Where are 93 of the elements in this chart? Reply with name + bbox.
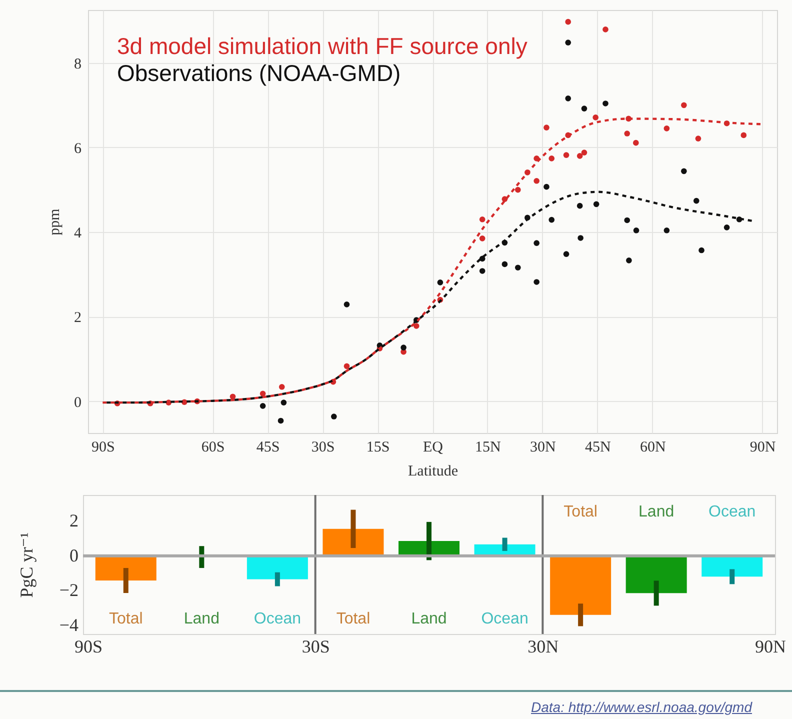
y-axis-title: ppm (47, 208, 63, 236)
point (278, 384, 285, 390)
y-tick-label: 6 (74, 140, 82, 157)
y-axis-title: PgC yr⁻¹ (16, 532, 36, 598)
point (544, 184, 550, 190)
x-tick-label: 45S (256, 440, 280, 456)
x-tick-label: 30S (302, 636, 330, 656)
x-tick-label: 90S (74, 636, 103, 656)
y-tick-label: 4 (74, 226, 82, 242)
text: Data: http://www.esrl.noaa.gov/gmd (531, 699, 752, 715)
x-tick-label: 60N (640, 440, 666, 456)
y-tick-label: 0 (70, 545, 78, 566)
bar (550, 556, 612, 615)
point (563, 152, 570, 158)
point (724, 224, 730, 230)
x-axis-title: Latitude (408, 464, 458, 480)
point (344, 302, 350, 308)
point (576, 153, 583, 159)
y-tick-label: 0 (74, 394, 82, 411)
point (548, 216, 555, 223)
point (548, 156, 555, 162)
point (626, 258, 632, 264)
point (602, 26, 608, 32)
y-tick-label: 2 (74, 310, 82, 326)
point (576, 202, 583, 209)
point (632, 140, 639, 146)
y-tick-label: 8 (74, 56, 82, 72)
point (534, 279, 540, 285)
x-tick-label: 15N (475, 440, 502, 456)
point (740, 132, 747, 138)
point (565, 96, 572, 102)
x-tick-label: 30S (311, 440, 335, 456)
text: Land (411, 610, 447, 628)
point (479, 236, 486, 242)
text: Ocean (708, 504, 756, 521)
x-tick-label: EQ (423, 440, 444, 456)
point (344, 363, 350, 370)
point (534, 178, 540, 184)
point (565, 40, 572, 46)
text: Observations (NOAA-GMD) (117, 60, 401, 86)
point (581, 106, 588, 112)
point (534, 240, 540, 246)
text: Total (336, 610, 370, 628)
point (437, 280, 444, 286)
point (544, 124, 550, 131)
point (695, 136, 702, 142)
x-tick-label: 60S (201, 440, 225, 456)
point (624, 130, 630, 136)
point (514, 186, 521, 193)
point (664, 126, 670, 132)
x-tick-label: 30N (530, 440, 556, 456)
point (278, 418, 284, 424)
point (260, 390, 266, 397)
point (624, 217, 630, 224)
x-tick-label: 45N (585, 440, 611, 456)
point (413, 323, 420, 329)
text: Land (184, 610, 220, 628)
point (633, 227, 640, 234)
y-tick-label: 2 (70, 510, 78, 531)
x-tick-label: 15S (366, 440, 390, 456)
point (664, 227, 670, 234)
x-tick-label: 30N (528, 636, 559, 656)
x-tick-label: 90S (91, 440, 115, 456)
x-tick-label: 90N (750, 440, 776, 456)
text: Total (564, 504, 598, 521)
point (479, 216, 486, 222)
point (593, 201, 600, 208)
text: Land (638, 504, 674, 521)
x-tick-label: 90N (755, 636, 786, 656)
text: Ocean (481, 610, 528, 628)
point (502, 261, 508, 268)
series-label: 3d model simulation with FF source only (117, 33, 528, 59)
point (260, 403, 266, 409)
point (479, 268, 486, 274)
point (331, 414, 337, 420)
y-tick-label: −2 (59, 580, 78, 600)
point (514, 264, 521, 271)
point (592, 114, 599, 120)
y-tick-label: −4 (59, 614, 78, 635)
series-label: Total (108, 610, 143, 628)
point (698, 247, 704, 254)
point (581, 150, 588, 156)
point (563, 251, 570, 257)
series-label: Ocean (254, 610, 302, 628)
point (578, 235, 584, 241)
point (693, 198, 700, 204)
point (602, 100, 608, 106)
bar (626, 556, 687, 594)
point (680, 168, 687, 174)
point (565, 18, 572, 25)
point (280, 400, 287, 406)
point (400, 344, 406, 350)
point (680, 102, 687, 108)
